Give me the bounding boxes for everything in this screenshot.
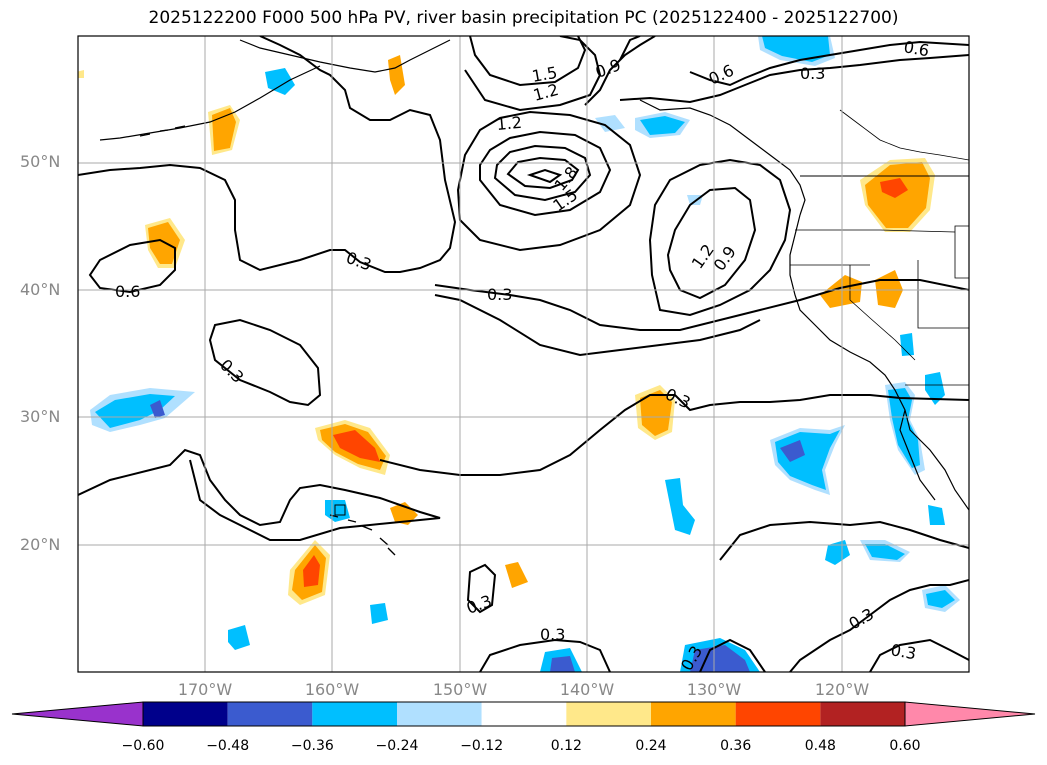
pv-contour-0.3 [619,54,969,104]
colorbar-segment [143,702,228,726]
lon-label-130w: 130°W [686,680,742,699]
colorbar-tick-label: −0.12 [460,738,504,754]
contour-label: 1.5 [530,63,558,86]
pv-contour-1.8 [493,144,592,202]
colorbar-segment [651,702,736,726]
colorbar [11,701,1036,727]
colorbar-tick-label: −0.48 [206,738,250,754]
colorbar-tick-label: 0.60 [889,738,921,754]
colorbar-segment [312,702,397,726]
precip-negative-blob [928,505,945,525]
pv-contour-2.1 [526,168,563,184]
lat-label-50n: 50°N [20,152,61,171]
pv-contour-0.3 [78,448,441,541]
contour-label: 0.6 [115,282,140,301]
colorbar-tick-label: −0.60 [121,738,165,754]
pv-contours [78,36,969,672]
contour-label: 1.2 [496,113,523,134]
lat-label-30n: 30°N [20,407,61,426]
contour-label: 0.3 [800,64,825,83]
precip-negative-blob [265,68,295,95]
pv-contour-0.6 [88,238,176,294]
colorbar-tick-label: 0.48 [804,738,836,754]
pv-contour-1.2 [456,110,642,252]
contour-label: 0.3 [540,625,565,644]
pv-contour-0.3 [869,638,969,672]
lat-label-20n: 20°N [20,535,61,554]
colorbar-segment [566,702,651,726]
colorbar-extend-min [11,701,144,727]
pv-contour-0.3 [479,638,611,672]
pv-contour-0.6 [689,40,969,87]
precip-negative-blob [370,603,388,624]
colorbar-segment [735,702,821,726]
precip-negative-blob [595,115,625,132]
colorbar-tick-label: −0.36 [290,738,334,754]
contour-label-layer: 0.60.30.30.30.30.31.51.21.21.81.50.9 0.6 0… [115,37,931,674]
contour-label: 0.6 [902,37,930,60]
colorbar-segment [820,702,905,726]
precip-positive-blob [390,502,418,525]
precip-negative-blob [900,333,914,356]
precip-negative-blob [925,372,945,405]
gridlines [78,36,969,672]
pv-contour-0.6 [78,36,457,273]
contour-label: 0.3 [889,640,917,663]
colorbar-segment [481,702,567,726]
pv-contour-0.3 [789,579,969,672]
map-title: 2025122200 F000 500 hPa PV, river basin … [148,8,899,28]
pv-contour-0.3 [434,279,969,331]
precip-negative-blob [665,478,695,535]
colorbar-segment [397,702,482,726]
colorbar-tick-label: 0.24 [635,738,667,754]
precip-shading [78,36,960,672]
pv-contour-0.9 [648,158,792,317]
pv-contour-0.3 [466,563,497,614]
pv-contour-1.2 [666,186,757,300]
precip-negative-blob [825,540,850,565]
lon-label-120w: 120°W [814,680,870,699]
pv-contour-0.9 [584,36,656,106]
lon-label-170w: 170°W [177,680,233,699]
pv-contour-0.3 [208,318,322,407]
colorbar-extend-max [904,701,1036,727]
pv-contour-0.3 [699,638,766,672]
precip-positive-blob [820,275,862,308]
pv-contour-1.5 [479,130,612,217]
pv-contour-0.3 [719,520,969,561]
contour-label: 0.3 [487,285,512,304]
colorbar-outline [142,701,906,727]
colorbar-tick-label: 0.12 [550,738,582,754]
lon-label-160w: 160°W [304,680,360,699]
plot-frame [77,35,970,673]
pv-contour-1.2 [464,36,602,112]
pv-contour-0.6 [619,36,641,61]
lat-label-40n: 40°N [20,280,61,299]
precip-positive-blob [505,562,528,588]
colorbar-tick-label: −0.24 [375,738,419,754]
lon-label-140w: 140°W [559,680,615,699]
colorbar-tick-label: 0.36 [720,738,752,754]
coastlines [99,39,969,556]
precip-negative-blob [228,625,250,650]
pv-contour-0.3 [434,294,761,357]
pv-contour-1.8 [506,156,580,190]
lon-label-150w: 150°W [432,680,488,699]
colorbar-segment [227,702,313,726]
pv-contour-1.5 [469,36,587,87]
pv-contour-0.3 [379,394,969,476]
